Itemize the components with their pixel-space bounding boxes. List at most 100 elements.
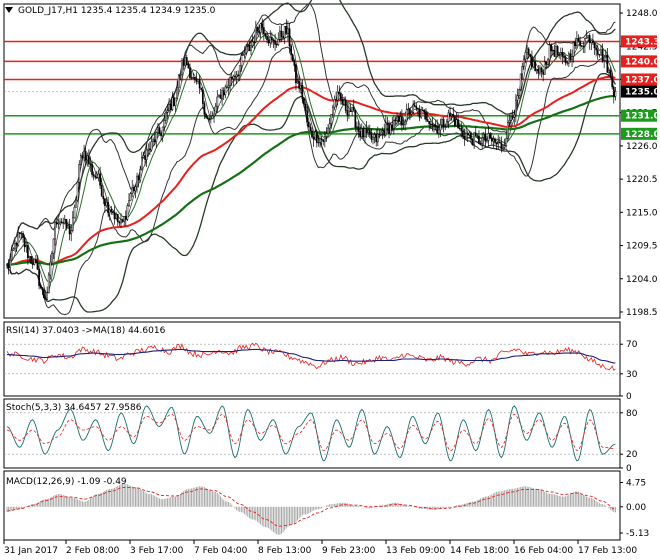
macd-y-tick-label: 0.00 — [626, 503, 646, 513]
candle-body — [506, 122, 509, 139]
candle-body — [367, 130, 370, 134]
candle-body — [452, 113, 455, 118]
candle-body — [91, 164, 93, 175]
candle-body — [198, 79, 201, 89]
stoch-panel[interactable]: 80 20 0 — [4, 405, 638, 474]
candle-body — [325, 133, 328, 137]
level-tag — [621, 109, 657, 122]
candle-body — [515, 99, 517, 116]
candle-body — [423, 110, 426, 113]
candle-body — [606, 54, 609, 73]
candle-body — [327, 127, 329, 134]
rsi-y-tick-label: 70 — [626, 340, 638, 350]
candle-body — [79, 155, 82, 165]
candle-body — [494, 139, 496, 143]
candle-body — [211, 115, 214, 119]
candle-body — [20, 233, 23, 235]
candle-body — [323, 136, 326, 142]
candle-body — [527, 48, 530, 55]
x-tick-label: 17 Feb 13:00 — [578, 546, 637, 556]
candle-body — [73, 207, 76, 219]
candle-body — [412, 104, 414, 113]
candle-body — [63, 218, 66, 224]
price-panel[interactable]: 1248.01242.51237.01231.51226.01220.51215… — [4, 0, 660, 318]
level-tag — [621, 35, 657, 48]
candle-body — [463, 135, 466, 140]
last-price-tag — [621, 85, 657, 98]
candle-body — [166, 110, 169, 113]
time-axis: 31 Jan 2017 2 Feb 08:00 3 Feb 17:00 7 Feb 0… — [3, 540, 637, 556]
stoch-main-line — [6, 405, 616, 462]
candle-body — [447, 112, 450, 122]
candle-body — [561, 52, 564, 57]
candle-body — [564, 57, 567, 63]
candle-body — [404, 120, 406, 125]
candle-body — [197, 79, 199, 82]
candle-body — [158, 127, 161, 135]
macd-panel[interactable]: 4.75 0.00 -5.13 — [6, 479, 649, 539]
candle-body — [254, 27, 257, 43]
candle-body — [470, 132, 472, 140]
candle-body — [205, 114, 207, 118]
candle-body — [468, 132, 471, 136]
level-tag — [621, 127, 657, 140]
candle-body — [336, 91, 339, 101]
candle-body — [266, 35, 268, 40]
candle-body — [177, 74, 180, 89]
candle-body — [370, 133, 373, 140]
candle-body — [285, 26, 288, 34]
candle-body — [433, 124, 435, 126]
candle-body — [502, 147, 504, 149]
candle-body — [409, 108, 411, 115]
candle-body — [444, 126, 447, 128]
candle-body — [224, 86, 227, 96]
candle-body — [274, 40, 276, 45]
macd-signal-line — [6, 486, 616, 527]
candle-body — [291, 54, 294, 62]
panel-labels: GOLD_J17,H1 1235.4 1235.4 1234.9 1235.0 … — [6, 6, 216, 487]
candle-body — [608, 70, 610, 73]
candle-body — [267, 39, 270, 44]
candle-body — [248, 45, 251, 51]
candle-body — [256, 27, 259, 32]
candle-body — [27, 245, 29, 259]
candle-body — [246, 45, 249, 47]
main-frame — [3, 3, 621, 319]
candle-body — [600, 49, 602, 56]
candle-body — [163, 120, 166, 128]
candle-body — [556, 46, 559, 56]
candle-body — [322, 139, 325, 142]
candle-body — [574, 42, 577, 46]
candle-body — [543, 61, 546, 75]
candle-body — [35, 258, 37, 263]
candle-body — [99, 173, 101, 186]
candle-body — [354, 110, 357, 128]
candle-body — [595, 47, 597, 51]
candle-body — [344, 99, 347, 111]
candle-body — [230, 77, 233, 79]
candle-body — [218, 94, 220, 98]
candle-body — [421, 109, 424, 112]
candle-body — [128, 200, 130, 206]
candle-body — [288, 28, 291, 47]
candle-body — [391, 124, 394, 129]
candle-body — [425, 111, 427, 120]
candle-body — [192, 77, 195, 79]
candle-body — [497, 142, 500, 145]
candle-body — [365, 128, 368, 134]
candle-body — [189, 67, 191, 78]
candle-body — [542, 71, 545, 75]
candle-body — [22, 233, 24, 238]
candle-body — [442, 119, 445, 128]
candle-body — [418, 109, 421, 118]
candle-body — [505, 138, 508, 147]
candle-body — [596, 49, 599, 55]
candle-body — [7, 264, 10, 269]
y-tick-label: 1220.5 — [626, 175, 658, 185]
candle-body — [78, 164, 81, 183]
rsi-panel[interactable]: 70 30 0 — [4, 340, 638, 402]
candle-body — [601, 49, 604, 61]
candle-body — [519, 73, 522, 90]
candle-body — [214, 105, 217, 115]
